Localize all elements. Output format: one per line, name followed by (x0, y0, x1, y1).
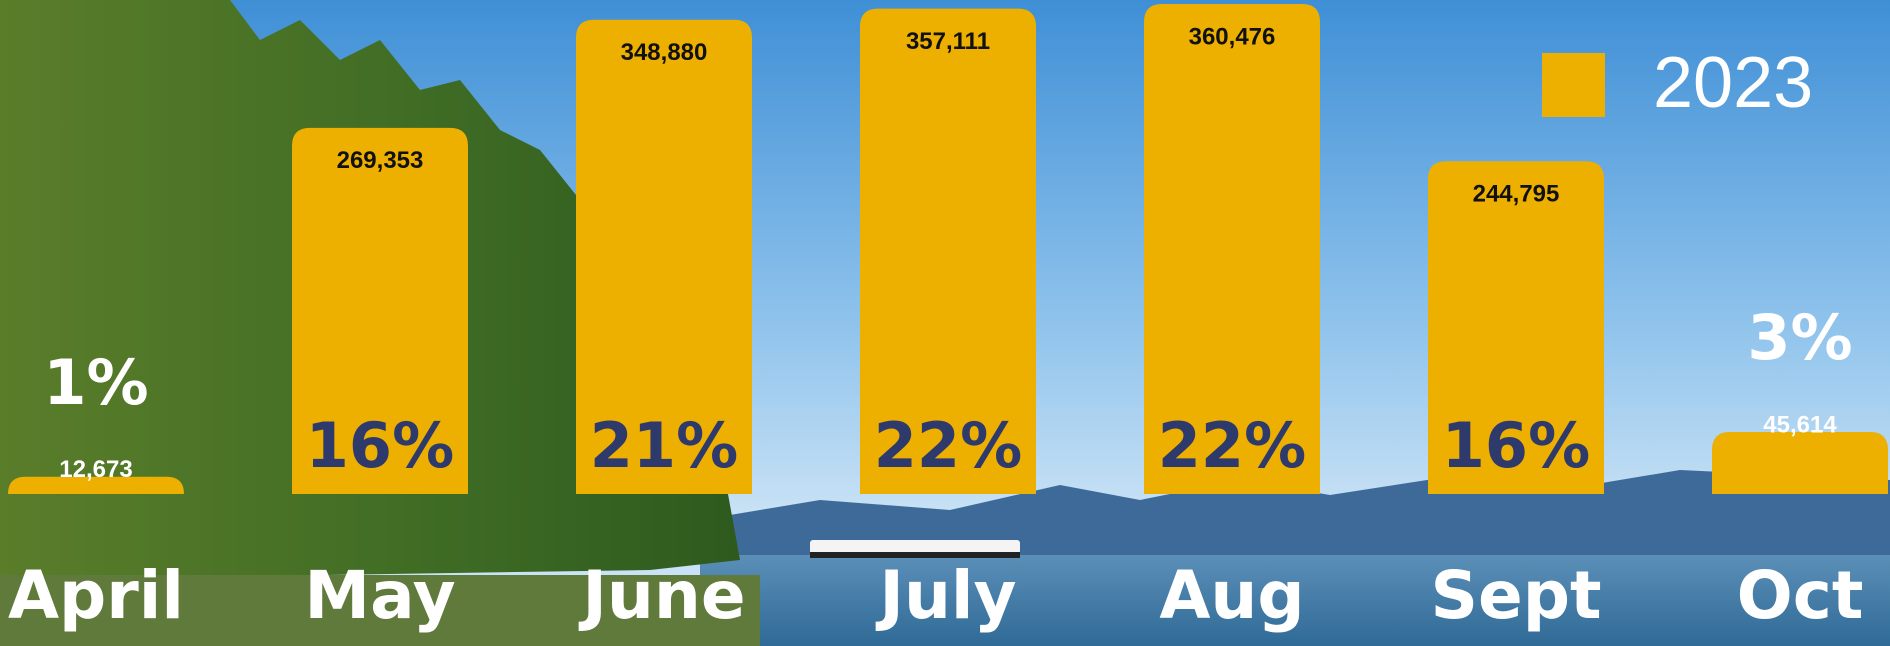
x-tick-label: Oct (1737, 557, 1864, 634)
percent-label: 22% (1158, 409, 1306, 482)
value-label: 269,353 (337, 147, 424, 174)
x-tick-label: June (578, 557, 745, 634)
percent-label: 22% (874, 409, 1022, 482)
percent-label: 1% (43, 346, 148, 419)
x-tick-label: July (875, 557, 1016, 634)
page: {"chart_data": {"type": "bar", "categori… (0, 0, 1890, 646)
x-tick-label: April (8, 557, 184, 634)
percent-label: 3% (1747, 301, 1852, 374)
legend-label: 2023 (1653, 43, 1813, 123)
percent-label: 21% (590, 409, 738, 482)
value-label: 357,111 (906, 28, 990, 55)
value-label: 244,795 (1473, 181, 1560, 208)
legend-swatch (1542, 53, 1605, 117)
x-tick-label: Sept (1430, 557, 1601, 634)
percent-label: 16% (306, 409, 454, 482)
bar (1712, 432, 1888, 494)
x-tick-label: May (304, 557, 455, 634)
value-label: 12,673 (59, 456, 132, 483)
value-label: 45,614 (1763, 411, 1837, 438)
x-tick-label: Aug (1159, 557, 1304, 634)
value-label: 348,880 (621, 39, 708, 66)
chart: 2023 12,673 1% April 269,353 16% May 348,880 21… (0, 0, 1890, 646)
percent-label: 16% (1442, 409, 1590, 482)
value-label: 360,476 (1189, 23, 1276, 50)
